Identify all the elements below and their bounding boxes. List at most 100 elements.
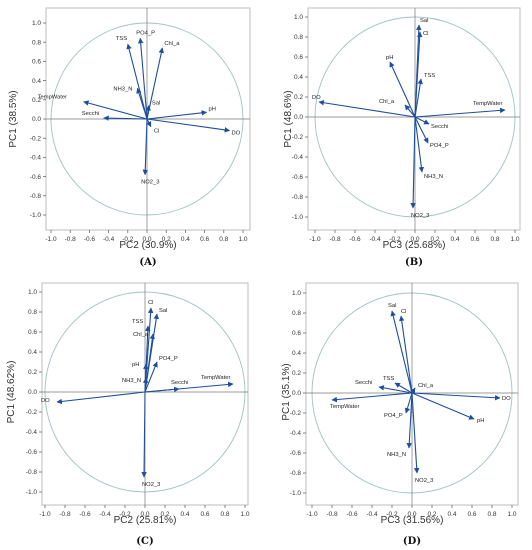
loading-label-secchi: Secchi [431,124,448,130]
x-tick-label: -0.4 [369,236,381,243]
x-tick-label: 0.4 [450,236,459,243]
loading-label-tempwater: TempWater [201,375,230,381]
loading-label-sal: Sal [420,18,428,24]
y-tick-label: -0.4 [30,155,42,162]
loading-label-chl-a: Chl_a [379,99,395,105]
y-tick-label: -0.6 [30,174,42,181]
loading-label-cl: Cl [148,300,153,306]
loading-arrow-ph [389,61,416,118]
loading-label-chl-a: Chl_a [418,383,434,389]
y-tick-label: 0.6 [294,54,303,61]
loading-arrow-tempwater [83,100,148,120]
loading-arrow-do [146,118,231,133]
panel-label: (C) [136,536,153,547]
loading-label-no2-3: NO2_3 [415,478,433,484]
loading-arrow-chl-a [404,104,416,118]
loading-label-cl: Cl [401,309,406,315]
loading-label-cl: Cl [154,129,159,135]
loading-arrow-do [318,100,416,118]
x-axis-label: PC3 (31.56%) [381,515,444,526]
loading-label-po4-p: PO4_P [430,143,449,149]
y-tick-label: -0.2 [292,134,304,141]
y-tick-label: 0.6 [32,59,41,66]
loading-arrow-ph [146,110,208,120]
loading-arrow-po4-p [144,361,158,393]
x-tick-label: 0.0 [407,511,416,518]
loading-label-ph: pH [477,418,484,424]
x-tick-label: -1.0 [309,236,321,243]
loading-label-ph: pH [209,106,216,112]
loading-arrow-no2-3 [410,116,416,209]
y-tick-label: 0.6 [292,330,301,337]
y-tick-label: 0.2 [292,370,301,377]
x-tick-label: 0.0 [142,236,151,243]
loading-arrow-nh3-n [414,116,425,173]
loading-label-tss: TSS [383,376,394,382]
loading-label-po4-p: PO4_P [384,413,403,419]
x-tick-label: 0.2 [160,511,169,518]
y-tick-label: -0.6 [26,449,38,456]
y-tick-label: 0.4 [292,350,301,357]
loading-label-sal: Sal [152,101,160,107]
x-tick-label: -0.2 [119,511,131,518]
x-tick-label: -0.8 [65,236,77,243]
x-tick-label: -0.6 [346,511,358,518]
loading-label-do: DO [502,396,511,402]
loading-label-po4-p: PO4_P [159,356,178,362]
loading-label-tempwater: TempWater [38,95,67,101]
y-tick-label: 0.8 [292,310,301,317]
y-tick-label: -0.6 [292,174,304,181]
y-tick-label: 0.2 [28,369,37,376]
y-tick-label: -0.8 [290,470,302,477]
loading-arrow-no2-3 [141,391,147,478]
loading-label-sal: Sal [388,303,396,309]
x-axis-label: PC2 (25.81%) [114,515,177,526]
x-tick-label: -0.4 [103,236,115,243]
y-tick-label: 0.0 [292,390,301,397]
x-tick-label: 0.2 [430,236,439,243]
x-tick-label: -0.2 [389,236,401,243]
y-tick-label: -1.0 [30,212,42,219]
y-tick-label: -0.8 [292,194,304,201]
y-tick-label: 0.2 [32,97,41,104]
panel-label: (B) [405,257,423,268]
plot-frame [307,7,521,231]
loading-label-no2-3: NO2_3 [411,213,429,219]
x-tick-label: 0.0 [140,511,149,518]
loading-arrow-po4-p [414,116,429,144]
x-tick-label: 0.8 [490,236,499,243]
loading-arrow-cl [146,118,152,128]
x-tick-label: 0.6 [200,236,209,243]
loading-arrow-tempwater [414,107,506,118]
y-tick-label: -0.6 [290,450,302,457]
loading-arrow-sal [145,105,151,120]
x-tick-label: -0.2 [386,511,398,518]
loading-arrow-nh3-n [406,392,413,449]
x-tick-label: -1.0 [45,236,57,243]
x-tick-label: 0.2 [427,511,436,518]
y-tick-label: 0.0 [32,116,41,123]
y-tick-label: -0.4 [290,430,302,437]
y-tick-label: -1.0 [290,490,302,497]
y-tick-label: -0.2 [30,135,42,142]
loading-arrow-chl-a [410,387,416,394]
loading-label-ph: pH [132,362,139,368]
loading-arrow-secchi [378,385,413,394]
biplot-panel-1: -1.0 -1.0 -0.8 -0.8 -0.6 -0.6 -0.4 -0.4 -0.2 -0.2… [8,7,251,268]
x-axis-label: PC2 (30.9%) [119,240,176,251]
loading-label-chl-a: Chl_a [133,332,149,338]
loading-label-nh3-n: NH3_N [387,452,406,458]
loading-arrow-ph [411,392,475,420]
x-tick-label: -0.8 [59,511,71,518]
y-tick-label: 0.0 [294,114,303,121]
x-tick-label: 0.0 [410,236,419,243]
x-tick-label: 0.6 [200,511,209,518]
loading-label-secchi: Secchi [355,380,372,386]
biplot-panel-2: -1.0 -1.0 -0.8 -0.8 -0.6 -0.6 -0.4 -0.4 -0.2 -0.2… [283,7,521,268]
loading-arrow-nh3-n [142,377,149,393]
x-tick-label: -1.0 [306,511,318,518]
x-tick-label: -0.8 [326,511,338,518]
x-tick-label: -0.6 [79,511,91,518]
loading-arrow-secchi [144,386,180,393]
loading-label-do: DO [232,131,241,137]
